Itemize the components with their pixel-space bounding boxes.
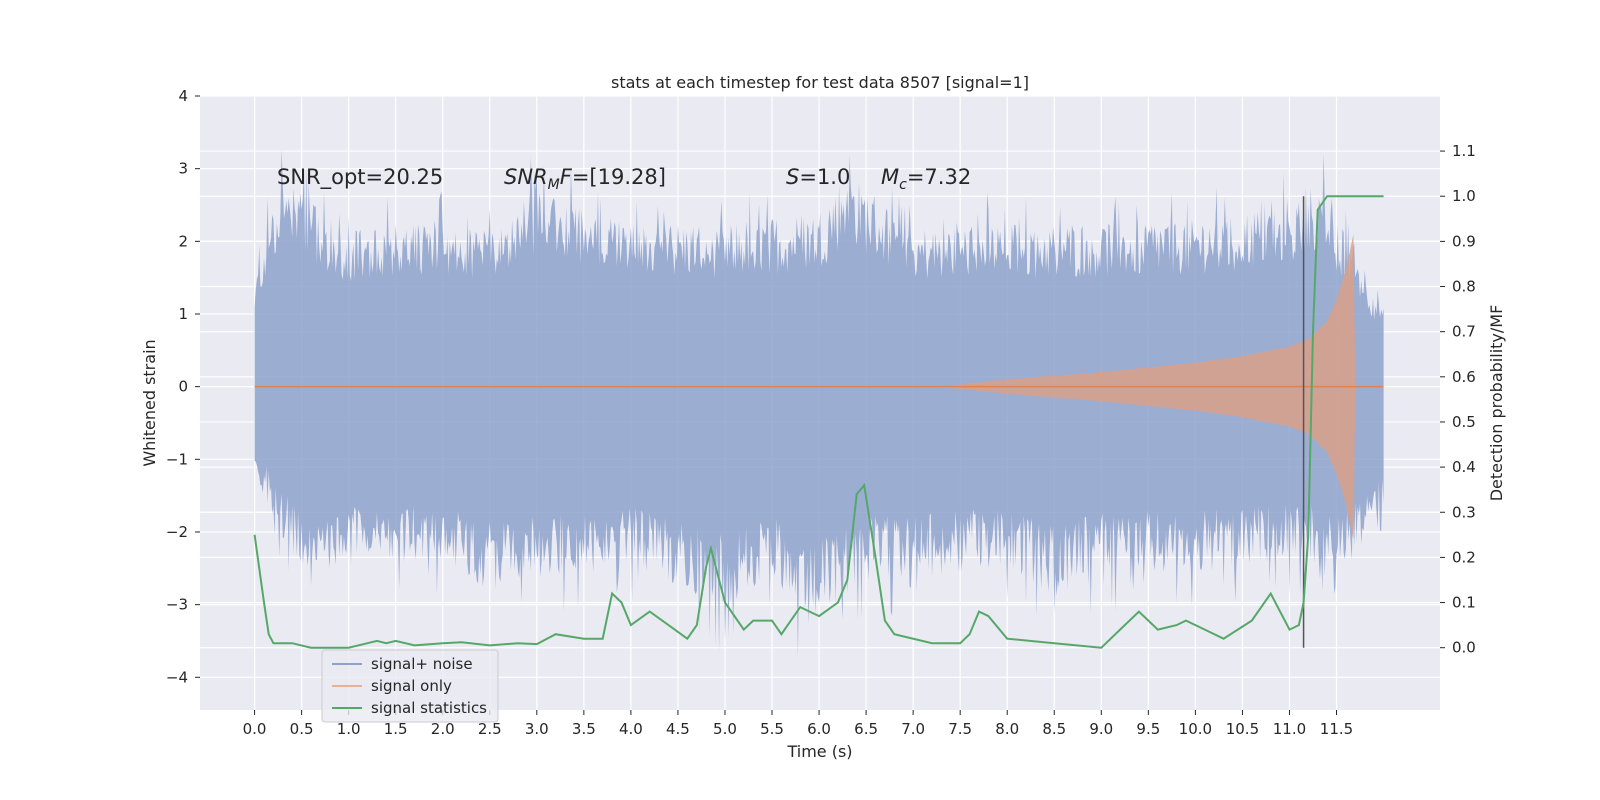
y-tick-label: −1 [166, 450, 188, 468]
y2-tick-label: 0.2 [1452, 548, 1476, 566]
x-tick-label: 10.0 [1179, 720, 1212, 738]
y-axis-label: Whitened strain [140, 339, 159, 466]
chart-title: stats at each timestep for test data 850… [611, 73, 1029, 92]
x-tick-label: 3.0 [525, 720, 549, 738]
legend-label-signal-noise: signal+ noise [371, 655, 473, 673]
legend-label-signal-only: signal only [371, 677, 452, 695]
x-tick-label: 9.0 [1089, 720, 1113, 738]
x-tick-label: 5.5 [760, 720, 784, 738]
x-axis-ticks: 0.0 0.5 1.0 1.5 2.0 2.5 3.0 3.5 4.0 4.5 5.0 5.5 6.0 6… [243, 710, 1353, 738]
annotation-mc-value: =7.32 [907, 165, 971, 189]
x-tick-label: 7.0 [901, 720, 925, 738]
annotation-s: S=1.0 [786, 165, 850, 189]
y-tick-label: 1 [178, 305, 188, 323]
legend-box [321, 649, 499, 723]
annotation-snr-mf: SNRMF=[19.28] [504, 165, 666, 193]
x-tick-label: 6.0 [807, 720, 831, 738]
y-tick-label: −3 [166, 596, 188, 614]
x-tick-label: 1.5 [384, 720, 408, 738]
annotation-s-value: =1.0 [799, 165, 850, 189]
series-signal-noise [254, 148, 1384, 659]
x-axis-label: Time (s) [786, 742, 852, 761]
x-tick-label: 0.0 [243, 720, 267, 738]
y2-tick-label: 0.4 [1452, 458, 1476, 476]
y-axis-ticks: 4 3 2 1 0 −1 −2 −3 −4 [166, 87, 200, 686]
y2-tick-label: 0.9 [1452, 232, 1476, 250]
y2-tick-label: 0.3 [1452, 503, 1476, 521]
y2-tick-label: 0.6 [1452, 368, 1476, 386]
x-tick-label: 4.5 [666, 720, 690, 738]
y2-tick-label: 1.0 [1452, 187, 1476, 205]
annotation-snr-opt: SNR_opt=20.25 [277, 165, 443, 190]
x-tick-label: 1.0 [337, 720, 361, 738]
y2-tick-label: 0.7 [1452, 323, 1476, 341]
x-tick-label: 0.5 [290, 720, 314, 738]
x-tick-label: 8.5 [1042, 720, 1066, 738]
y2-tick-label: 0.1 [1452, 594, 1476, 612]
y2-tick-label: 0.0 [1452, 639, 1476, 657]
series-signal-statistics [253, 195, 1384, 649]
legend: signal+ noise signal only signal statist… [321, 649, 499, 723]
x-tick-label: 11.5 [1320, 720, 1353, 738]
legend-label-signal-statistics: signal statistics [371, 699, 487, 717]
annotation-snr-mf-value: =[19.28] [572, 165, 666, 189]
annotation-snr-mf-suffix-f: F [560, 165, 573, 189]
annotation-mc: Mc=7.32 [881, 165, 971, 193]
annotation-snr-mf-prefix: SNR [504, 165, 548, 189]
x-tick-label: 3.5 [572, 720, 596, 738]
y-tick-label: −2 [166, 523, 188, 541]
annotation-snr-mf-sub: M [548, 177, 560, 193]
y-tick-label: 0 [178, 378, 188, 396]
y2-tick-label: 0.5 [1452, 413, 1476, 431]
annotation-mc-prefix: M [881, 165, 899, 189]
x-tick-label: 8.0 [995, 720, 1019, 738]
x-tick-label: 2.5 [478, 720, 502, 738]
y2-axis-ticks: 1.1 1.0 0.9 0.8 0.7 0.6 0.5 0.4 0.3 0.2 0.1 0.0 [1440, 142, 1476, 657]
x-tick-label: 11.0 [1273, 720, 1306, 738]
x-tick-label: 2.0 [431, 720, 455, 738]
y-tick-label: 2 [178, 232, 188, 250]
annotation-s-prefix: S [786, 165, 799, 189]
y2-axis-label: Detection probability/MF [1487, 305, 1506, 502]
x-tick-label: 6.5 [854, 720, 878, 738]
x-tick-label: 9.5 [1136, 720, 1160, 738]
y-tick-label: 4 [178, 87, 188, 105]
y-tick-label: −4 [166, 668, 188, 686]
x-tick-label: 7.5 [948, 720, 972, 738]
y-tick-label: 3 [178, 160, 188, 178]
y2-tick-label: 0.8 [1452, 278, 1476, 296]
y2-tick-label: 1.1 [1452, 142, 1476, 160]
x-tick-label: 5.0 [713, 720, 737, 738]
x-tick-label: 4.0 [619, 720, 643, 738]
x-tick-label: 10.5 [1226, 720, 1259, 738]
annotation-mc-sub: c [899, 177, 907, 193]
